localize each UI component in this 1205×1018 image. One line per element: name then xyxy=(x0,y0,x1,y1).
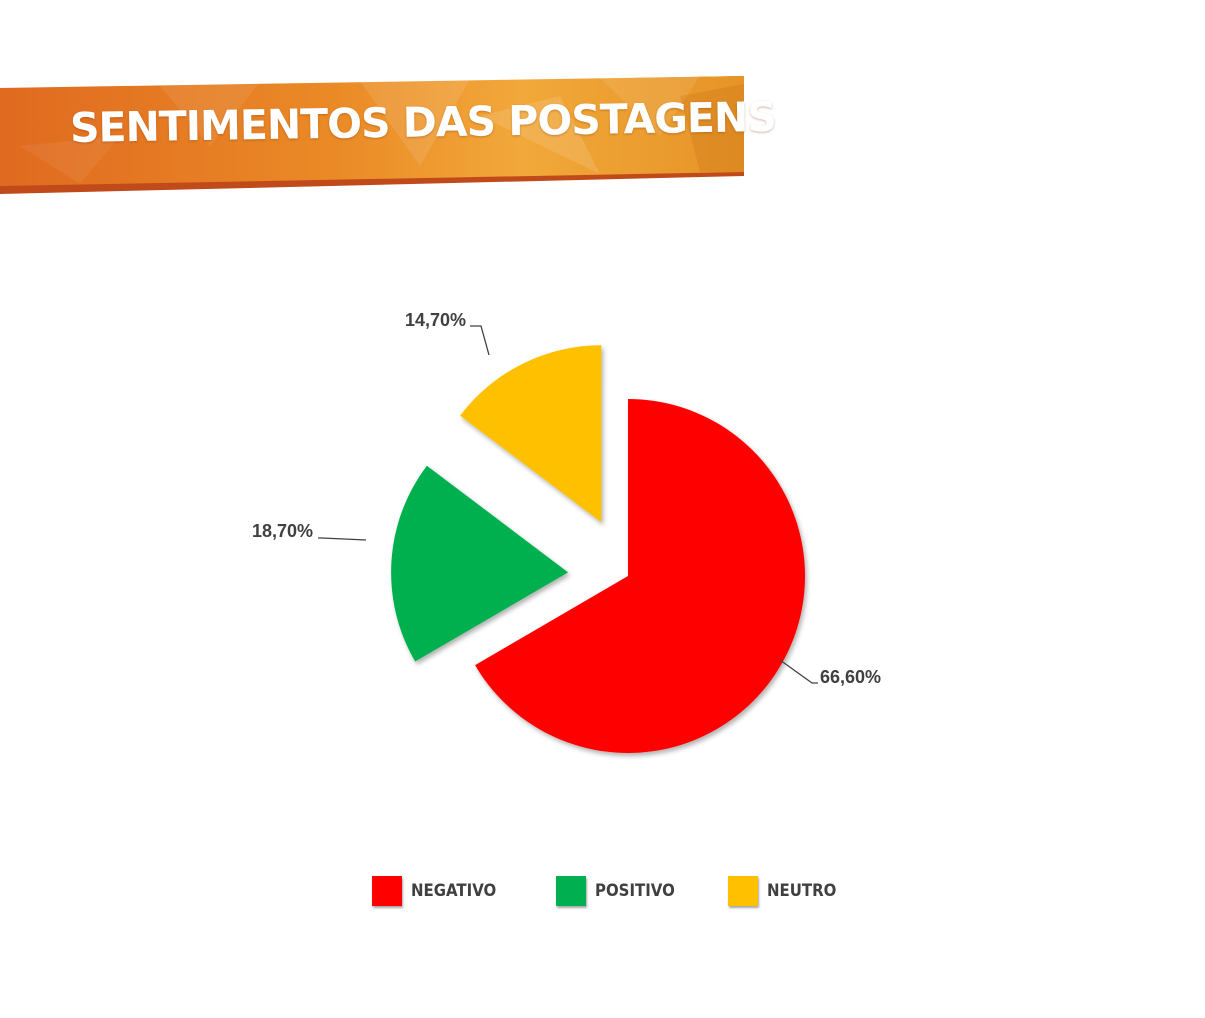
data-label-negativo: 66,60% xyxy=(820,667,881,687)
legend-item-neutro: NEUTRO xyxy=(728,874,846,908)
legend-swatch-negativo xyxy=(372,876,402,906)
legend-swatch-positivo xyxy=(556,876,586,906)
legend-swatch-neutro xyxy=(728,876,758,906)
pie-slice-negativo xyxy=(475,399,805,753)
legend-item-negativo: NEGATIVO xyxy=(372,874,508,908)
leader-line-negativo xyxy=(779,659,818,684)
legend-label-positivo: POSITIVO xyxy=(595,881,675,901)
leader-line-positivo xyxy=(318,537,367,541)
banner-shape xyxy=(0,76,744,186)
pie-slice-neutro xyxy=(460,345,602,523)
data-label-positivo: 18,70% xyxy=(252,521,313,541)
legend-label-negativo: NEGATIVO xyxy=(411,881,497,901)
title-banner xyxy=(0,76,746,198)
leader-line-neutro xyxy=(470,325,490,356)
banner-background xyxy=(0,76,744,194)
legend-label-neutro: NEUTRO xyxy=(767,881,837,901)
data-label-neutro: 14,70% xyxy=(405,310,466,330)
pie-slice-positivo xyxy=(391,465,569,662)
legend-item-positivo: POSITIVO xyxy=(556,874,686,908)
